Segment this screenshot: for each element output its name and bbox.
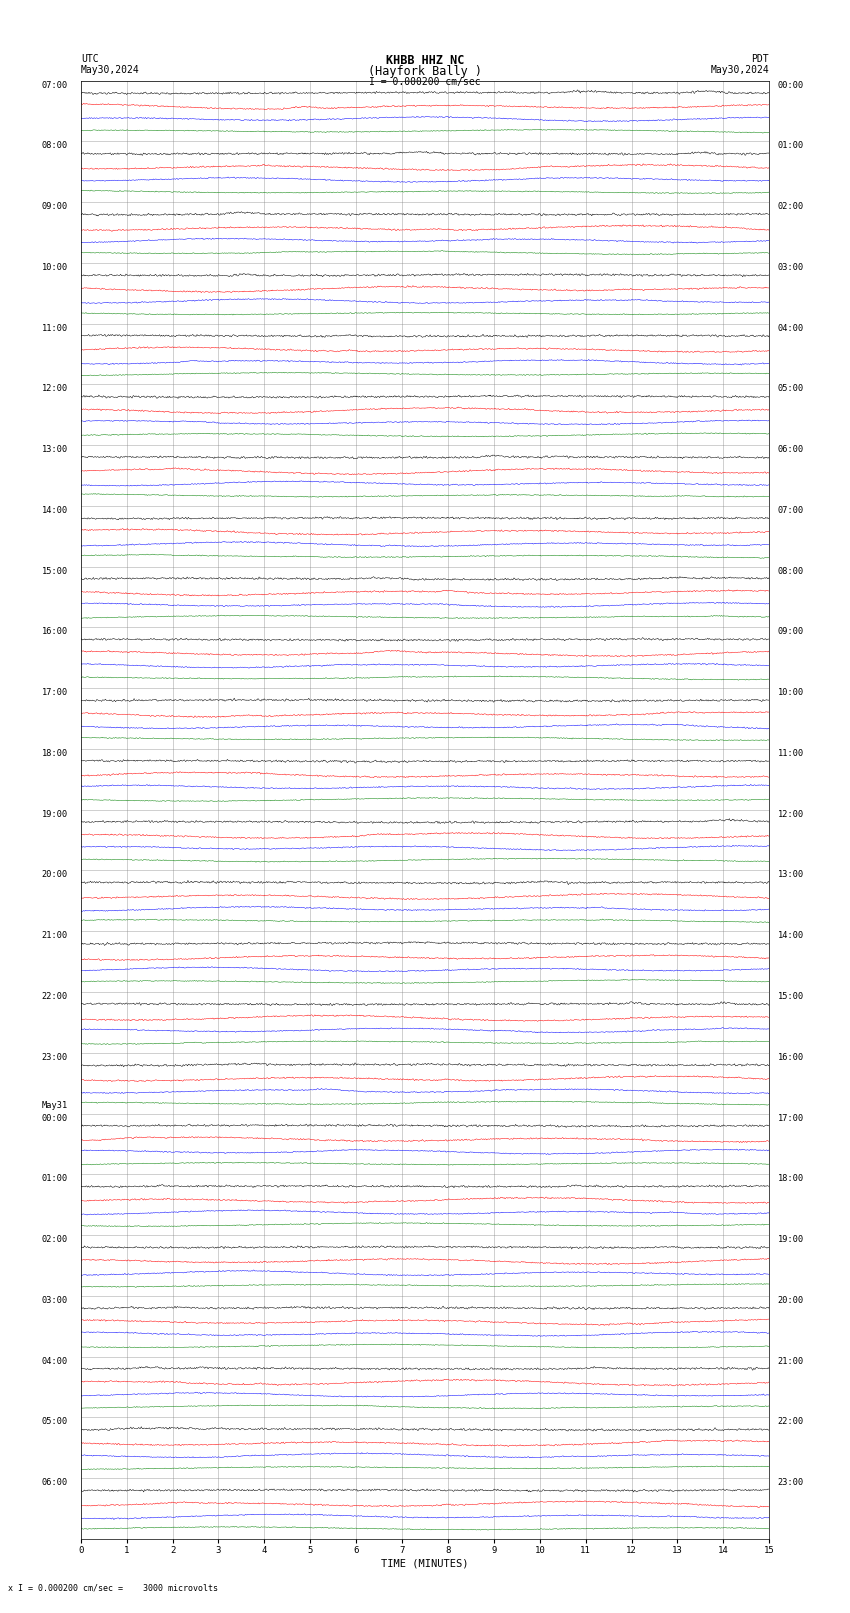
Text: 17:00: 17:00 (778, 1113, 804, 1123)
Text: 14:00: 14:00 (778, 931, 804, 940)
Text: 20:00: 20:00 (42, 871, 68, 879)
Text: 16:00: 16:00 (42, 627, 68, 637)
Text: 09:00: 09:00 (42, 202, 68, 211)
Text: 10:00: 10:00 (778, 689, 804, 697)
Text: KHBB HHZ NC: KHBB HHZ NC (386, 53, 464, 68)
Text: 00:00: 00:00 (778, 81, 804, 90)
Text: 01:00: 01:00 (42, 1174, 68, 1184)
Text: May30,2024: May30,2024 (711, 65, 769, 76)
Text: 18:00: 18:00 (778, 1174, 804, 1184)
Text: 11:00: 11:00 (778, 748, 804, 758)
Text: 01:00: 01:00 (778, 142, 804, 150)
Text: 02:00: 02:00 (42, 1236, 68, 1244)
Text: 06:00: 06:00 (778, 445, 804, 455)
Text: 03:00: 03:00 (778, 263, 804, 273)
Text: 23:00: 23:00 (42, 1053, 68, 1061)
Text: 19:00: 19:00 (42, 810, 68, 819)
Text: x I = 0.000200 cm/sec =    3000 microvolts: x I = 0.000200 cm/sec = 3000 microvolts (8, 1584, 218, 1594)
Text: 17:00: 17:00 (42, 689, 68, 697)
Text: 21:00: 21:00 (778, 1357, 804, 1366)
Text: 16:00: 16:00 (778, 1053, 804, 1061)
Text: 14:00: 14:00 (42, 506, 68, 515)
Text: 23:00: 23:00 (778, 1478, 804, 1487)
Text: 15:00: 15:00 (778, 992, 804, 1002)
Text: 07:00: 07:00 (778, 506, 804, 515)
Text: 11:00: 11:00 (42, 324, 68, 332)
Text: 04:00: 04:00 (42, 1357, 68, 1366)
Text: 15:00: 15:00 (42, 566, 68, 576)
Text: 10:00: 10:00 (42, 263, 68, 273)
Text: 19:00: 19:00 (778, 1236, 804, 1244)
Text: 08:00: 08:00 (778, 566, 804, 576)
Text: 03:00: 03:00 (42, 1295, 68, 1305)
Text: PDT: PDT (751, 53, 769, 65)
Text: 13:00: 13:00 (42, 445, 68, 455)
Text: 09:00: 09:00 (778, 627, 804, 637)
Text: 05:00: 05:00 (42, 1418, 68, 1426)
Text: I = 0.000200 cm/sec: I = 0.000200 cm/sec (369, 77, 481, 87)
Text: May30,2024: May30,2024 (81, 65, 139, 76)
Text: 06:00: 06:00 (42, 1478, 68, 1487)
X-axis label: TIME (MINUTES): TIME (MINUTES) (382, 1558, 468, 1569)
Text: 12:00: 12:00 (778, 810, 804, 819)
Text: 02:00: 02:00 (778, 202, 804, 211)
Text: 08:00: 08:00 (42, 142, 68, 150)
Text: 04:00: 04:00 (778, 324, 804, 332)
Text: 13:00: 13:00 (778, 871, 804, 879)
Text: 18:00: 18:00 (42, 748, 68, 758)
Text: 22:00: 22:00 (778, 1418, 804, 1426)
Text: 07:00: 07:00 (42, 81, 68, 90)
Text: UTC: UTC (81, 53, 99, 65)
Text: May31: May31 (42, 1102, 68, 1110)
Text: (Hayfork Bally ): (Hayfork Bally ) (368, 65, 482, 79)
Text: 21:00: 21:00 (42, 931, 68, 940)
Text: 22:00: 22:00 (42, 992, 68, 1002)
Text: 12:00: 12:00 (42, 384, 68, 394)
Text: 00:00: 00:00 (42, 1113, 68, 1123)
Text: 05:00: 05:00 (778, 384, 804, 394)
Text: 20:00: 20:00 (778, 1295, 804, 1305)
